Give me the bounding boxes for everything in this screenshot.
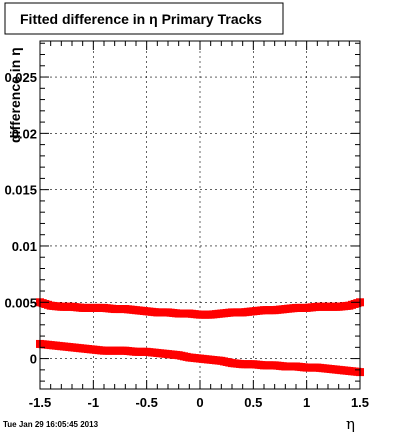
x-tick-label: 0	[196, 395, 203, 410]
y-tick-label: 0.025	[4, 70, 37, 85]
y-tick-label: 0.005	[4, 295, 37, 310]
tick-labels: -1.5 -1 -0.5 0 0.5 1 1.5 0 0.005 0.01 0.015 0.02 0.0…	[4, 70, 369, 410]
chart-title: Fitted difference in η Primary Tracks	[20, 11, 262, 27]
timestamp: Tue Jan 29 16:05:45 2013	[3, 420, 99, 429]
x-tick-label: -0.5	[135, 395, 157, 410]
y-tick-label: 0	[30, 352, 37, 367]
x-tick-label: 1	[303, 395, 310, 410]
title-box: Fitted difference in η Primary Tracks	[4, 2, 284, 35]
x-tick-label: -1.5	[29, 395, 51, 410]
y-tick-label: 0.02	[12, 126, 37, 141]
x-tick-label: 1.5	[351, 395, 369, 410]
data-points	[36, 298, 364, 377]
y-axis-title: difference in η	[7, 47, 23, 143]
axis-ticks	[39, 41, 361, 389]
grid	[40, 41, 360, 389]
x-axis-title: η	[346, 415, 355, 433]
y-tick-label: 0.015	[4, 183, 37, 198]
y-tick-label: 0.01	[12, 239, 37, 254]
x-tick-label: -1	[88, 395, 100, 410]
x-tick-label: 0.5	[244, 395, 262, 410]
